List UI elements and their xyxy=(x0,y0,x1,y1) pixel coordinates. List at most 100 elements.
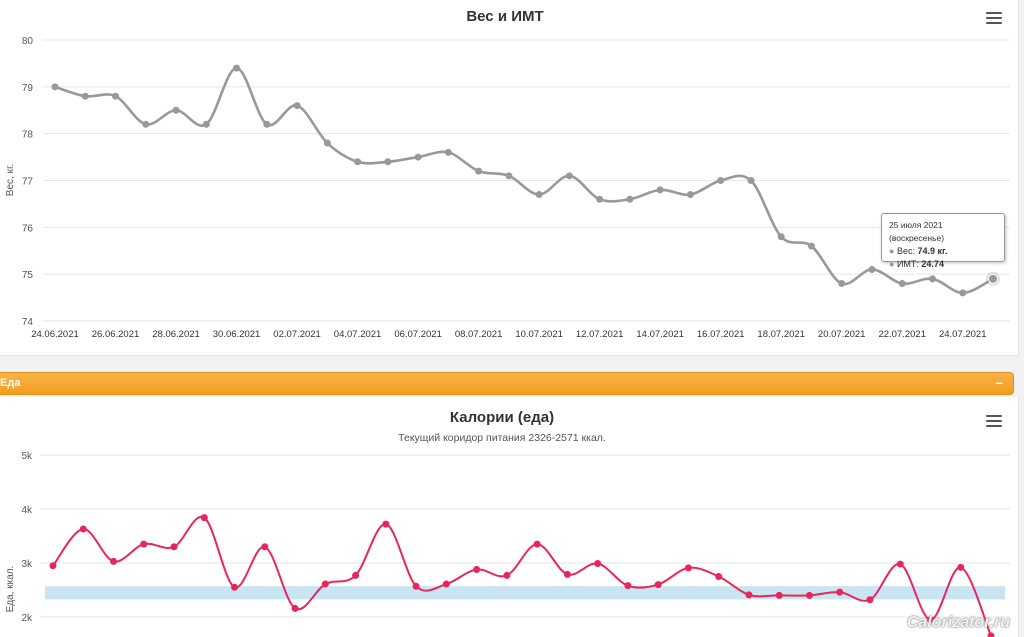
calories-data-point xyxy=(261,543,269,551)
collapse-button[interactable]: – xyxy=(995,374,1003,390)
calories-data-point xyxy=(594,560,602,568)
tooltip-weight-value: 74.9 кг. xyxy=(917,246,948,256)
weight-data-point xyxy=(172,106,180,114)
chart-title: Вес и ИМТ xyxy=(466,8,543,25)
y-tick-label: 75 xyxy=(22,270,34,281)
weight-chart-panel: Вес и ИМТ 74 75 76 77 78 79 80 Вес, кг. 24.06.202… xyxy=(0,0,1019,356)
chart-tooltip: 25 июля 2021 (воскресенье) ● Вес: 74.9 к… xyxy=(881,213,1005,269)
chart-menu-icon[interactable] xyxy=(986,415,1002,428)
weight-data-point xyxy=(354,158,362,166)
x-tick-label: 24.06.2021 xyxy=(31,329,79,340)
calories-data-point xyxy=(442,580,450,588)
weight-data-point xyxy=(81,92,89,100)
calories-data-point xyxy=(473,565,481,573)
calories-series-line xyxy=(52,515,992,637)
y-tick-label: 2k xyxy=(21,613,33,624)
calories-data-point xyxy=(79,525,87,533)
calories-data-point xyxy=(654,581,662,589)
weight-data-point xyxy=(384,158,392,166)
chart-title: Калории (еда) xyxy=(450,409,554,426)
chart-menu-icon[interactable] xyxy=(986,12,1002,25)
weight-data-point xyxy=(142,120,150,128)
weight-data-point xyxy=(686,191,694,199)
calories-data-point xyxy=(805,591,813,599)
weight-data-point xyxy=(535,191,543,199)
calories-data-point xyxy=(866,596,874,604)
x-tick-label: 18.07.2021 xyxy=(757,329,805,340)
y-tick-label: 3k xyxy=(21,559,33,570)
y-tick-label: 4k xyxy=(21,505,33,516)
tooltip-bmi-label: ИМТ: xyxy=(896,259,922,269)
y-tick-label: 79 xyxy=(22,83,34,94)
weight-data-point xyxy=(838,280,846,288)
calories-data-point xyxy=(896,560,904,568)
food-section-label: Еда xyxy=(0,377,21,389)
x-tick-label: 28.06.2021 xyxy=(152,329,200,340)
calories-data-point xyxy=(957,563,965,571)
weight-data-point xyxy=(747,177,755,184)
x-tick-label: 22.07.2021 xyxy=(878,329,926,340)
weight-data-point xyxy=(444,148,452,156)
calories-data-point xyxy=(412,582,420,590)
x-tick-label: 26.06.2021 xyxy=(92,329,140,340)
calories-data-point xyxy=(563,570,571,578)
x-tick-label: 30.06.2021 xyxy=(213,329,261,340)
chart-subtitle: Текущий коридор питания 2326-2571 ккал. xyxy=(398,432,606,444)
x-tick-label: 14.07.2021 xyxy=(636,329,684,340)
calories-data-point xyxy=(987,632,995,637)
weight-data-point xyxy=(807,242,815,250)
nutrition-corridor-band xyxy=(45,586,1005,600)
calories-chart: Калории (еда) Текущий коридор питания 232… xyxy=(5,409,1010,637)
weight-data-point xyxy=(626,195,634,203)
y-tick-label: 80 xyxy=(22,36,34,47)
weight-data-point xyxy=(263,120,271,128)
y-tick-label: 77 xyxy=(22,177,34,188)
calories-data-point xyxy=(836,588,844,596)
x-tick-label: 24.07.2021 xyxy=(939,329,987,340)
calories-data-point xyxy=(231,583,239,591)
weight-data-point xyxy=(323,139,331,147)
calories-data-point xyxy=(321,580,329,588)
weight-data-point xyxy=(928,275,936,283)
x-tick-label: 08.07.2021 xyxy=(455,329,503,340)
weight-data-point xyxy=(414,153,422,161)
calories-data-point xyxy=(291,604,299,612)
y-tick-label: 76 xyxy=(22,223,34,234)
x-tick-label: 16.07.2021 xyxy=(697,329,745,340)
weight-data-point xyxy=(868,265,876,273)
calories-data-point xyxy=(140,540,148,548)
weight-chart: Вес и ИМТ 74 75 76 77 78 79 80 Вес, кг. 24.06.202… xyxy=(5,8,1010,340)
tooltip-bmi-row: ● ИМТ: 24.74 xyxy=(889,259,944,269)
x-tick-label: 04.07.2021 xyxy=(334,329,382,340)
x-tick-label: 02.07.2021 xyxy=(273,329,321,340)
food-section-bar[interactable]: Еда – xyxy=(0,372,1014,395)
y-tick-label: 74 xyxy=(22,317,34,328)
weight-data-point xyxy=(505,172,513,180)
weight-series-line xyxy=(54,66,994,295)
calories-data-point xyxy=(170,543,178,551)
x-tick-label: 12.07.2021 xyxy=(576,329,624,340)
x-tick-label: 20.07.2021 xyxy=(818,329,866,340)
calories-chart-panel: Калории (еда) Текущий коридор питания 232… xyxy=(0,397,1019,637)
y-axis-label: Еда, ккал. xyxy=(5,566,16,613)
weight-data-point xyxy=(112,92,120,100)
x-tick-label: 10.07.2021 xyxy=(515,329,563,340)
y-tick-label: 5k xyxy=(21,451,33,462)
calories-data-point xyxy=(715,573,723,580)
weight-data-point xyxy=(898,280,906,288)
weight-data-point xyxy=(777,233,785,241)
weight-data-point xyxy=(596,195,604,203)
calories-data-point xyxy=(745,591,753,599)
calories-data-point xyxy=(110,557,118,565)
y-axis-label: Вес, кг. xyxy=(5,164,16,196)
watermark: Calorizator.ru xyxy=(906,614,1010,631)
calories-data-point xyxy=(624,582,632,590)
calories-data-point xyxy=(49,562,57,570)
weight-data-point xyxy=(959,289,967,297)
calories-data-point xyxy=(684,564,692,572)
tooltip-weight-label: Вес: xyxy=(896,246,918,256)
tooltip-bmi-value: 24.74 xyxy=(921,259,944,269)
x-tick-label: 06.07.2021 xyxy=(394,329,442,340)
weight-data-point xyxy=(475,167,483,175)
calories-data-point xyxy=(382,520,390,528)
